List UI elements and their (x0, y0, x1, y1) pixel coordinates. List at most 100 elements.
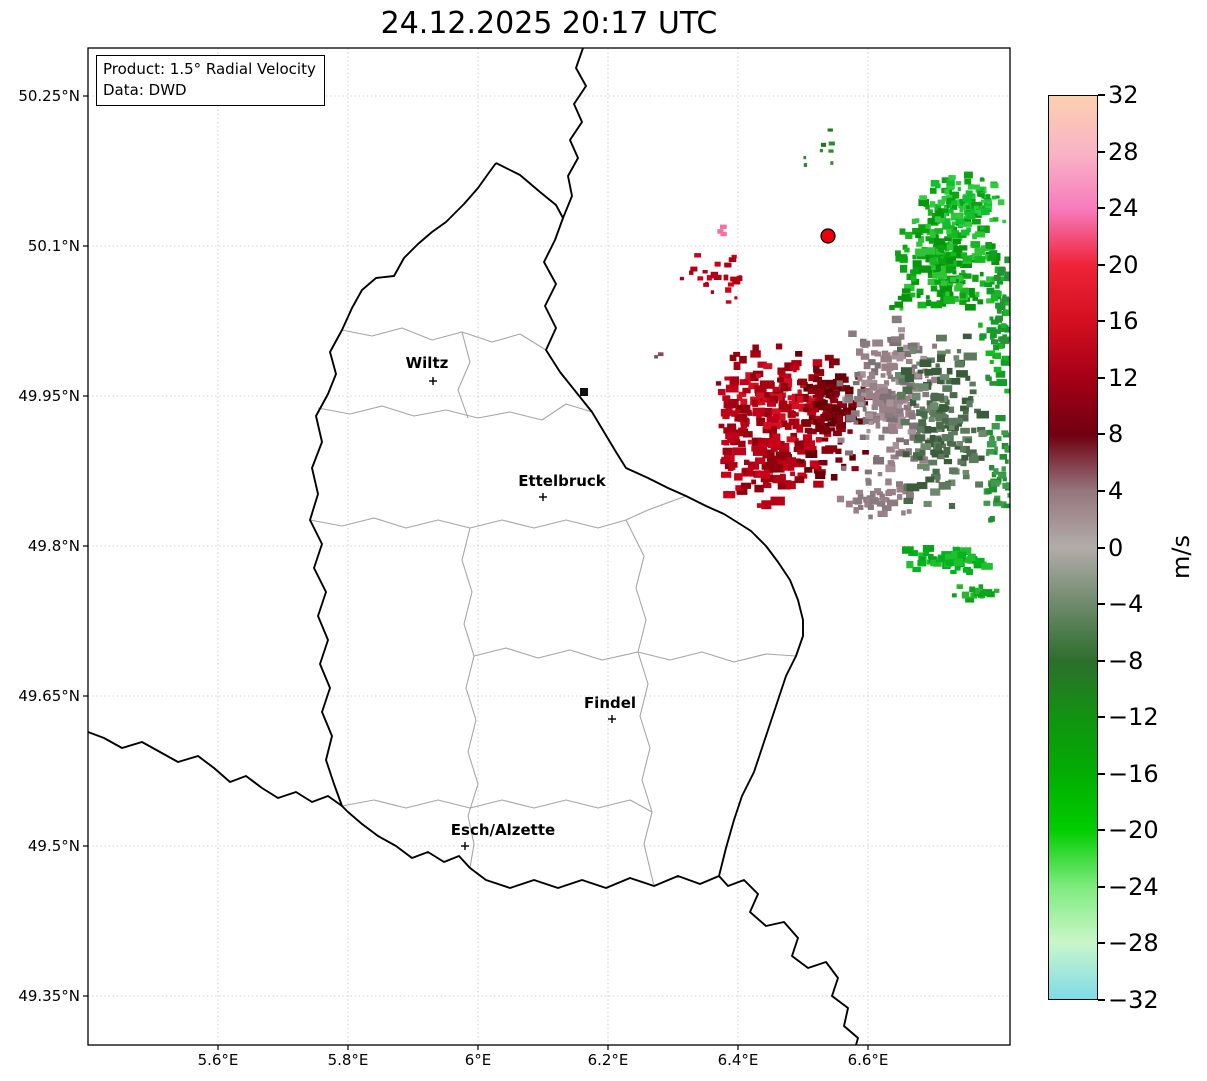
radar-cell (979, 334, 985, 341)
radar-cell (895, 254, 908, 262)
radar-cell (819, 149, 823, 153)
radar-cell (865, 413, 873, 419)
radar-cell (835, 373, 847, 381)
radar-cell (874, 362, 881, 369)
radar-cell (925, 476, 935, 483)
colorbar-tick-mark (1098, 263, 1105, 266)
radar-cell (750, 350, 761, 358)
radar-cell (896, 403, 902, 409)
radar-cell (951, 551, 962, 559)
radar-cell (986, 441, 997, 448)
radar-cell (904, 374, 914, 382)
colorbar-tick-mark (1098, 376, 1105, 379)
radar-cell (838, 427, 846, 433)
radar-cell (975, 588, 981, 595)
radar-cell (923, 500, 932, 507)
radar-cell (742, 468, 747, 474)
radar-cell (878, 387, 889, 394)
x-axis-tick-label: 5.8°E (327, 1051, 369, 1069)
colorbar-tick-label: −20 (1108, 816, 1159, 845)
radar-cell (803, 386, 809, 392)
radar-cell (740, 424, 746, 430)
radar-cell (880, 373, 886, 378)
radar-cell (985, 451, 990, 456)
radar-cell (728, 257, 737, 262)
radar-cell (732, 278, 741, 285)
radar-cell (916, 288, 924, 296)
radar-cell (910, 269, 916, 274)
radar-cell (996, 476, 1002, 482)
radar-cell (778, 403, 788, 410)
radar-cell (932, 468, 940, 475)
radar-cell (800, 440, 815, 449)
radar-cell (958, 272, 967, 278)
radar-cell (821, 142, 827, 147)
radar-cell (830, 161, 834, 165)
x-axis-tick-label: 5.6°E (197, 1051, 239, 1069)
radar-cell (954, 298, 959, 303)
radar-cell (891, 417, 898, 423)
radar-cell (947, 281, 954, 287)
radar-cell (865, 479, 872, 486)
radar-cell (946, 275, 951, 281)
radar-cell (911, 218, 917, 225)
radar-cell (994, 446, 998, 451)
radar-cell (968, 201, 974, 206)
radar-cell (767, 455, 776, 462)
radar-cell (882, 426, 892, 434)
radar-cell (758, 401, 766, 406)
radar-cell (862, 406, 867, 412)
radar-cell (957, 187, 961, 191)
radar-cell (886, 501, 894, 507)
radar-cell (985, 251, 991, 257)
radar-cell (946, 178, 955, 186)
radar-cell (904, 247, 910, 253)
radar-cell (836, 495, 845, 503)
radar-cell (872, 397, 879, 406)
radar-cell (935, 443, 943, 451)
radar-cell (902, 546, 914, 554)
radar-cell (870, 415, 880, 422)
radar-cell (794, 476, 805, 484)
radar-cell (824, 388, 833, 395)
radar-cell (904, 283, 915, 291)
radar-cell (903, 497, 913, 504)
radar-cell (987, 450, 994, 455)
radar-cell (891, 315, 902, 324)
radar-cell (965, 190, 973, 197)
radar-cell (964, 178, 972, 185)
radar-cell (845, 500, 853, 508)
radar-cell (947, 230, 959, 238)
radar-cell (942, 208, 949, 212)
radar-cell (899, 487, 906, 493)
radar-cell (857, 399, 864, 407)
radar-cell (724, 376, 731, 381)
radar-cell (995, 352, 1001, 360)
radar-cell (996, 436, 1002, 441)
radar-cell (945, 553, 951, 560)
radar-cell (983, 500, 991, 506)
radar-cell (897, 494, 903, 500)
radar-cell (995, 415, 1006, 422)
radar-cell (951, 221, 959, 226)
radar-cell (752, 344, 759, 352)
radar-cell (909, 422, 920, 431)
radar-cell (795, 458, 801, 464)
radar-cell (960, 427, 970, 434)
radar-cell (880, 500, 886, 507)
radar-cell (727, 282, 734, 287)
colorbar-tick-label: 32 (1108, 81, 1139, 109)
radar-cell (779, 446, 790, 453)
radar-cell (1004, 274, 1010, 282)
radar-cell (773, 386, 780, 392)
radar-cell (721, 471, 732, 478)
radar-cell (917, 560, 927, 567)
radar-site-dot (820, 228, 836, 244)
radar-cell (988, 437, 995, 443)
radar-cell (925, 295, 930, 300)
radar-cell (791, 360, 802, 367)
radar-cell (868, 359, 876, 366)
radar-cell (738, 391, 747, 397)
radar-cell (818, 460, 828, 466)
radar-cell (977, 426, 986, 433)
